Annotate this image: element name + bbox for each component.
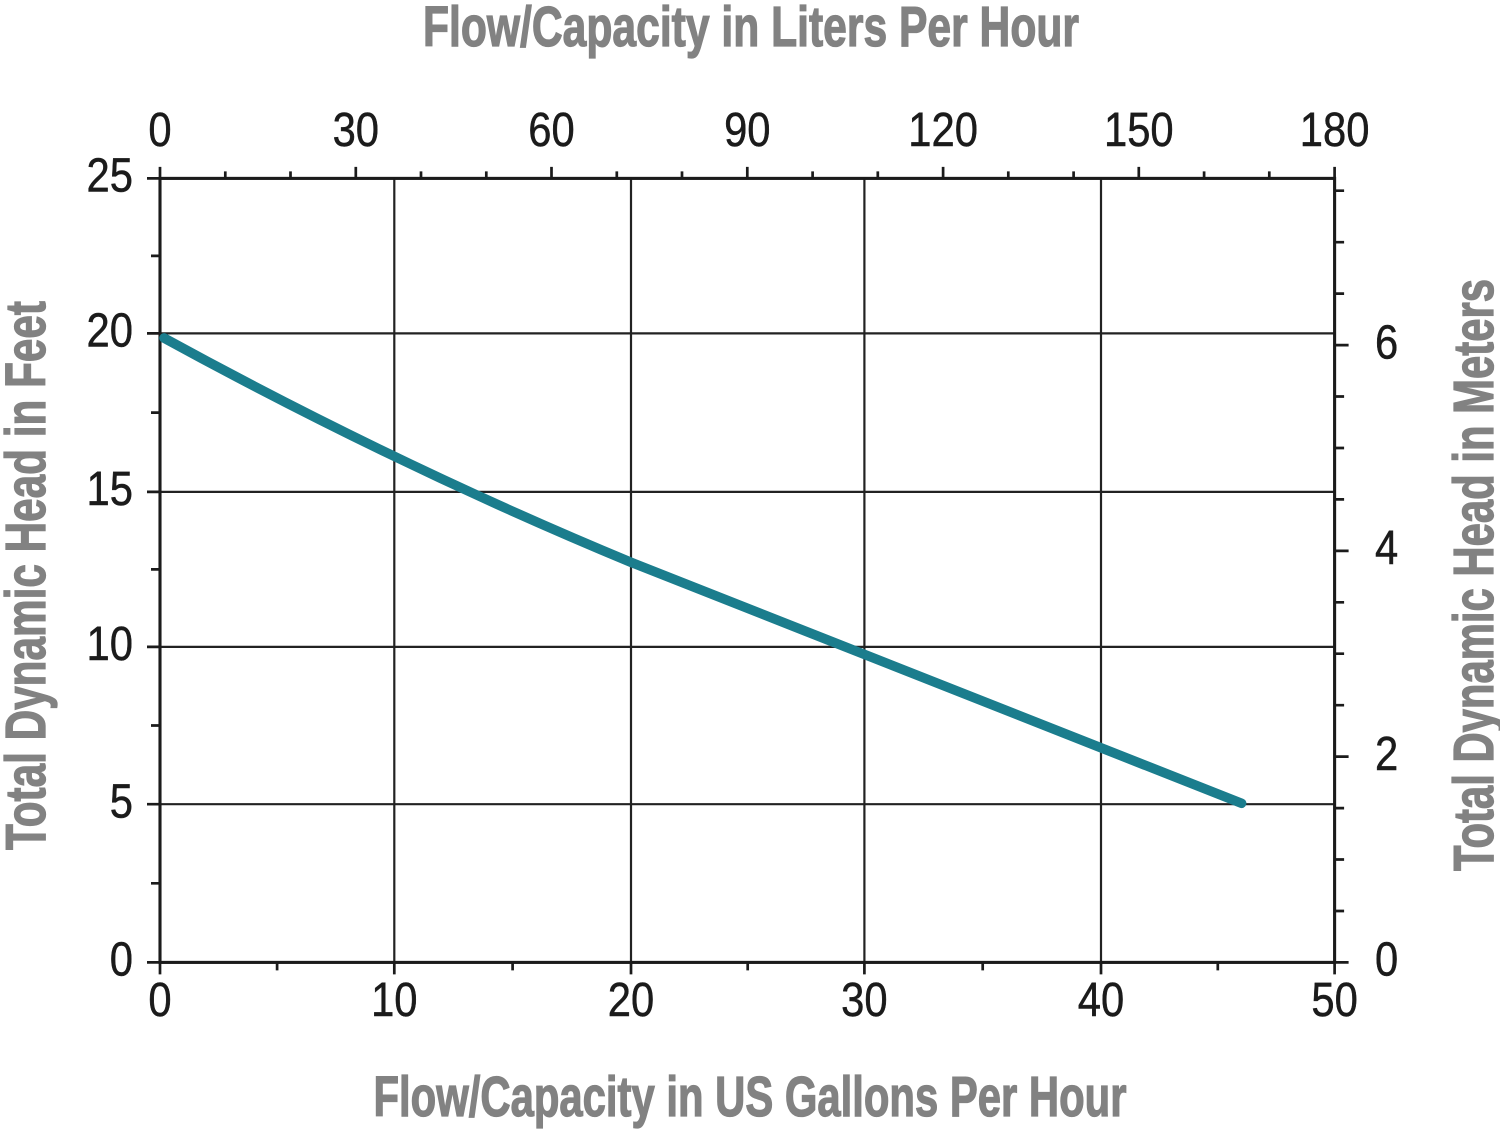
svg-text:0: 0 (1375, 932, 1398, 986)
svg-text:10: 10 (371, 972, 417, 1026)
svg-text:Total Dynamic Head in Meters: Total Dynamic Head in Meters (1442, 279, 1500, 871)
svg-text:0: 0 (148, 102, 171, 156)
svg-text:10: 10 (87, 616, 133, 670)
svg-text:30: 30 (841, 972, 887, 1026)
svg-text:30: 30 (333, 102, 379, 156)
svg-text:Flow/Capacity in US Gallons Pe: Flow/Capacity in US Gallons Per Hour (374, 1065, 1127, 1129)
svg-text:180: 180 (1300, 102, 1370, 156)
svg-text:150: 150 (1104, 102, 1174, 156)
svg-text:120: 120 (908, 102, 978, 156)
svg-text:20: 20 (608, 972, 654, 1026)
svg-text:Flow/Capacity in Liters Per Ho: Flow/Capacity in Liters Per Hour (423, 0, 1079, 59)
svg-text:5: 5 (110, 774, 133, 828)
svg-text:25: 25 (87, 148, 133, 202)
svg-text:Total Dynamic Head in Feet: Total Dynamic Head in Feet (0, 301, 58, 850)
svg-text:40: 40 (1078, 972, 1124, 1026)
svg-text:0: 0 (148, 972, 171, 1026)
svg-text:0: 0 (110, 932, 133, 986)
svg-text:4: 4 (1375, 520, 1398, 574)
svg-text:15: 15 (87, 461, 133, 515)
svg-text:90: 90 (724, 102, 770, 156)
svg-text:6: 6 (1375, 315, 1398, 369)
svg-text:20: 20 (87, 303, 133, 357)
svg-text:60: 60 (528, 102, 574, 156)
svg-text:2: 2 (1375, 726, 1398, 780)
svg-text:50: 50 (1311, 972, 1357, 1026)
